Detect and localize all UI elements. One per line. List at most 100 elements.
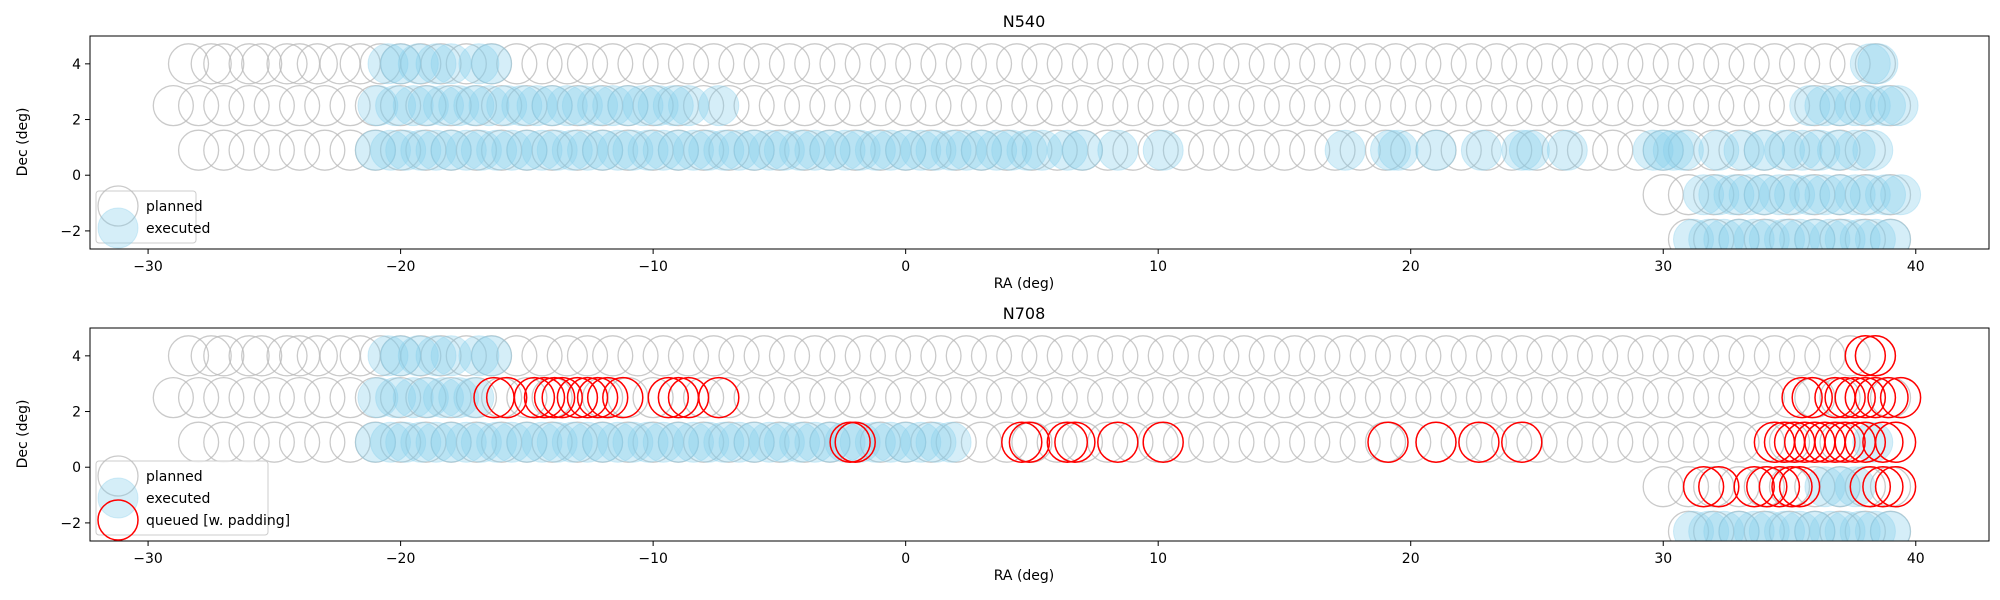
planned-pointing	[1743, 174, 1785, 216]
executed-pointing	[733, 421, 775, 463]
planned-pointing	[1162, 421, 1205, 463]
queued-pointing	[1844, 376, 1887, 419]
executed-pointing	[385, 421, 427, 463]
planned-pointing	[1046, 43, 1088, 85]
planned-pointing	[1162, 376, 1205, 419]
executed-pointing	[468, 85, 510, 127]
executed-pointing	[430, 421, 472, 463]
planned-pointing	[278, 129, 321, 171]
executed-pointing	[1703, 510, 1745, 541]
executed-pointing	[1789, 85, 1831, 127]
planned-pointing	[718, 43, 760, 85]
planned-pointing	[1213, 421, 1255, 463]
executed-pointing	[885, 421, 927, 463]
queued-pointing	[1501, 421, 1543, 463]
executed-pointing	[400, 421, 442, 463]
planned-pointing	[1718, 174, 1760, 216]
executed-pointing	[1854, 218, 1896, 249]
planned-pointing	[935, 376, 977, 419]
queued-pointing	[698, 376, 740, 419]
planned-pointing	[1592, 376, 1634, 419]
planned-pointing	[1400, 335, 1442, 377]
executed-pointing	[407, 85, 449, 127]
chart-title: N708	[1003, 304, 1046, 323]
planned-pointing	[241, 43, 283, 85]
executed-pointing	[367, 335, 409, 377]
queued-pointing	[1698, 465, 1740, 508]
executed-pointing	[1781, 129, 1823, 171]
legend-executed-label: executed	[146, 491, 210, 507]
planned-pointing	[920, 43, 962, 85]
executed-pointing	[385, 129, 427, 171]
executed-pointing	[486, 85, 528, 127]
planned-pointing	[1819, 218, 1861, 249]
executed-pointing	[501, 85, 543, 127]
planned-pointing	[400, 335, 442, 377]
executed-pointing	[809, 129, 851, 171]
queued-pointing	[576, 376, 619, 419]
legend: planned executed	[95, 185, 210, 249]
executed-pointing	[370, 129, 411, 171]
planned-pointing	[1248, 335, 1290, 377]
executed-pointing	[1718, 218, 1760, 249]
queued-pointing	[586, 376, 629, 419]
planned-pointing	[1652, 43, 1694, 85]
planned-pointing	[859, 84, 902, 127]
planned-pointing	[1491, 421, 1533, 463]
plot-area	[152, 335, 1922, 541]
planned-pointing	[203, 335, 245, 377]
planned-pointing	[546, 335, 588, 377]
planned-pointing	[455, 129, 498, 171]
executed-pointing	[657, 129, 699, 171]
planned-pointing	[203, 43, 245, 85]
x-tick-label: 10	[1149, 259, 1167, 275]
planned-pointing	[1804, 335, 1846, 377]
executed-pointing	[392, 85, 434, 127]
queued-pointing	[1862, 421, 1904, 463]
planned-pointing	[190, 43, 232, 85]
planned-pointing	[733, 376, 775, 419]
executed-pointing	[824, 129, 866, 171]
planned-pointing	[1465, 421, 1508, 463]
planned-pointing	[1693, 129, 1735, 171]
planned-pointing	[241, 335, 283, 377]
planned-pointing	[986, 421, 1028, 463]
planned-pointing	[506, 129, 548, 171]
planned-pointing	[455, 376, 498, 419]
planned-pointing	[1677, 335, 1720, 377]
executed-pointing	[1839, 510, 1881, 541]
x-tick-label: 40	[1907, 259, 1925, 275]
planned-pointing	[1768, 466, 1811, 508]
planned-pointing	[430, 84, 472, 127]
executed-pointing	[854, 129, 896, 171]
executed-pointing	[657, 421, 699, 463]
planned-pointing	[581, 421, 624, 463]
x-tick-label: 20	[1402, 259, 1420, 275]
executed-pointing	[1854, 510, 1896, 541]
planned-pointing	[1238, 129, 1280, 171]
planned-pointing	[480, 84, 523, 127]
planned-pointing	[480, 421, 523, 463]
planned-pointing	[354, 421, 397, 463]
x-tick-label: 10	[1149, 551, 1167, 567]
planned-pointing	[1248, 43, 1290, 85]
planned-pointing	[945, 43, 987, 85]
executed-pointing	[945, 129, 987, 171]
executed-pointing	[582, 421, 624, 463]
executed-pointing	[506, 421, 548, 463]
x-axis-label: RA (deg)	[994, 568, 1055, 584]
planned-pointing	[1768, 510, 1811, 541]
planned-pointing	[986, 84, 1028, 127]
executed-pointing	[551, 129, 593, 171]
executed-pointing	[763, 421, 805, 463]
planned-pointing	[1364, 84, 1407, 127]
planned-pointing	[1415, 129, 1457, 171]
plot-area	[152, 43, 1922, 249]
planned-pointing	[1576, 43, 1619, 85]
planned-pointing	[758, 421, 801, 463]
y-tick-label: 0	[72, 460, 81, 476]
planned-pointing	[1576, 335, 1619, 377]
planned-pointing	[228, 376, 270, 419]
executed-pointing	[688, 421, 730, 463]
planned-pointing	[203, 84, 245, 127]
